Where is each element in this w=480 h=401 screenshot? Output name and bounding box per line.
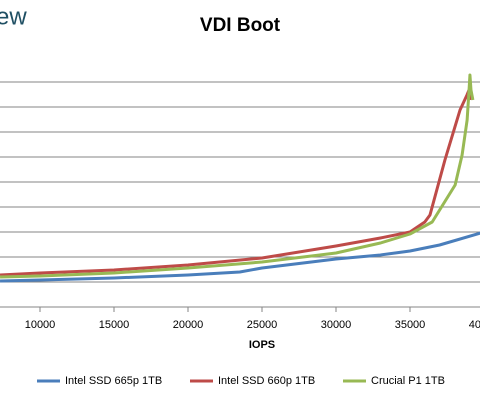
legend-label: Intel SSD 660p 1TB: [218, 375, 315, 387]
legend-label: Crucial P1 1TB: [371, 375, 445, 387]
series-line: [0, 88, 472, 277]
legend-label: Intel SSD 665p 1TB: [65, 375, 162, 387]
x-tick-label: 30000: [321, 319, 352, 331]
x-tick-label: 10000: [25, 319, 56, 331]
x-axis-label: IOPS: [249, 339, 275, 351]
chart-title: VDI Boot: [200, 15, 281, 36]
x-tick-label: 20000: [173, 319, 204, 331]
x-tick-label: 15000: [99, 319, 130, 331]
x-tick-label: 35000: [395, 319, 426, 331]
x-tick-label: 25000: [247, 319, 278, 331]
watermark: ew: [0, 3, 27, 30]
x-tick-label: 40000: [469, 319, 480, 331]
series-line: [0, 231, 480, 283]
series-line: [0, 73, 475, 279]
